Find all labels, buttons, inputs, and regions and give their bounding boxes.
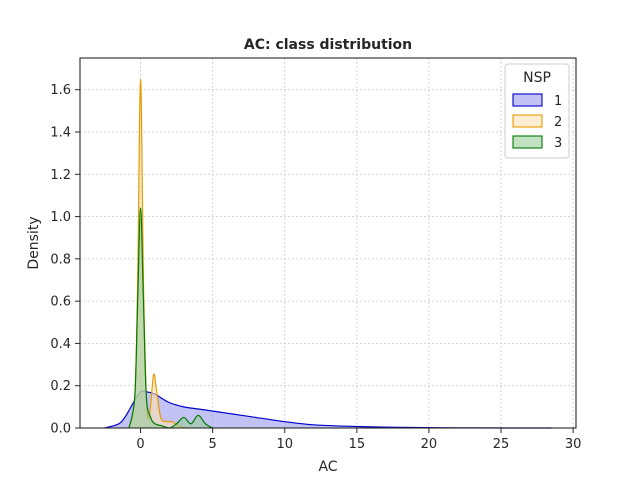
- y-tick-label: 0.0: [50, 422, 71, 437]
- y-tick-label: 1.6: [50, 83, 71, 98]
- x-tick-label: 0: [136, 437, 144, 452]
- x-tick-label: 15: [349, 437, 366, 452]
- x-tick-label: 5: [209, 437, 217, 452]
- x-axis-label: AC: [318, 459, 337, 475]
- y-tick-label: 1.2: [50, 168, 71, 183]
- x-tick-label: 25: [493, 437, 510, 452]
- legend-swatch-2: [512, 114, 543, 128]
- y-tick-label: 1.4: [50, 126, 71, 141]
- series-layer: [104, 78, 552, 429]
- plot-frame: [79, 57, 577, 429]
- chart-title: AC: class distribution: [244, 37, 412, 53]
- legend-label-3: 3: [554, 136, 562, 151]
- x-tick-label: 10: [276, 437, 293, 452]
- y-axis-label: Density: [26, 216, 42, 269]
- y-tick-label: 0.8: [50, 252, 71, 267]
- density-area-1: [104, 391, 552, 428]
- legend-swatch-3: [512, 135, 543, 149]
- legend-swatch-1: [512, 93, 543, 107]
- x-tick-label: 20: [421, 437, 438, 452]
- legend-label-1: 1: [554, 94, 562, 109]
- density-area-3: [129, 208, 213, 428]
- y-tick-label: 0.6: [50, 295, 71, 310]
- legend-title: NSP: [523, 70, 551, 86]
- x-tick-label: 30: [565, 437, 582, 452]
- y-tick-label: 0.4: [50, 337, 71, 352]
- legend-box: [504, 63, 570, 159]
- y-tick-label: 0.2: [50, 379, 71, 394]
- legend-label-2: 2: [554, 115, 562, 130]
- y-tick-label: 1.0: [50, 210, 71, 225]
- density-line-3: [128, 207, 213, 429]
- ticks: 0 5 10 15 20 25 30 0.0 0.2 0.4 0.6 0.8 1.0 1.2 1.4 1.6: [50, 83, 581, 452]
